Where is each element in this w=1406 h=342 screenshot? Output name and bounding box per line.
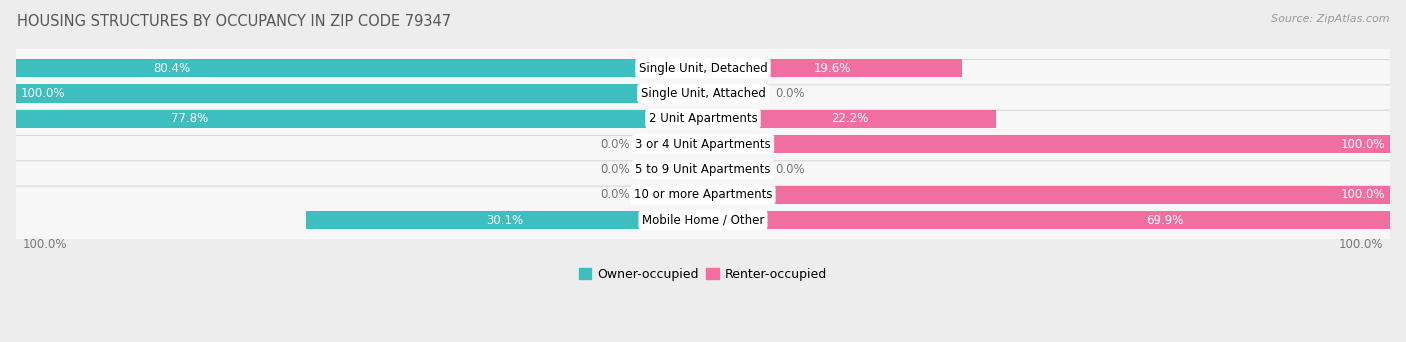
Text: 30.1%: 30.1% xyxy=(485,213,523,226)
Bar xyxy=(650,160,703,179)
Bar xyxy=(703,110,997,128)
Text: 19.6%: 19.6% xyxy=(814,62,851,75)
Text: 100.0%: 100.0% xyxy=(1339,238,1384,251)
Text: 100.0%: 100.0% xyxy=(1341,188,1385,201)
Text: 0.0%: 0.0% xyxy=(600,163,630,176)
Text: 69.9%: 69.9% xyxy=(1146,213,1184,226)
Bar xyxy=(703,211,1406,229)
Text: 22.2%: 22.2% xyxy=(831,112,869,125)
FancyBboxPatch shape xyxy=(6,60,1400,128)
Text: 100.0%: 100.0% xyxy=(1341,137,1385,150)
Bar xyxy=(703,186,1406,204)
Text: 0.0%: 0.0% xyxy=(776,87,806,100)
Bar xyxy=(703,59,962,77)
FancyBboxPatch shape xyxy=(6,135,1400,203)
Text: 0.0%: 0.0% xyxy=(776,163,806,176)
FancyBboxPatch shape xyxy=(6,186,1400,254)
FancyBboxPatch shape xyxy=(6,110,1400,178)
Text: HOUSING STRUCTURES BY OCCUPANCY IN ZIP CODE 79347: HOUSING STRUCTURES BY OCCUPANCY IN ZIP C… xyxy=(17,14,451,29)
Bar xyxy=(703,84,756,103)
Text: 80.4%: 80.4% xyxy=(153,62,191,75)
Text: 0.0%: 0.0% xyxy=(600,188,630,201)
FancyBboxPatch shape xyxy=(6,85,1400,153)
Text: 0.0%: 0.0% xyxy=(600,137,630,150)
Text: 2 Unit Apartments: 2 Unit Apartments xyxy=(648,112,758,125)
Text: 100.0%: 100.0% xyxy=(21,87,65,100)
Text: 10 or more Apartments: 10 or more Apartments xyxy=(634,188,772,201)
FancyBboxPatch shape xyxy=(6,34,1400,102)
Text: 3 or 4 Unit Apartments: 3 or 4 Unit Apartments xyxy=(636,137,770,150)
Bar xyxy=(305,211,703,229)
Bar xyxy=(703,160,756,179)
Bar xyxy=(0,110,703,128)
Legend: Owner-occupied, Renter-occupied: Owner-occupied, Renter-occupied xyxy=(574,263,832,286)
Text: Source: ZipAtlas.com: Source: ZipAtlas.com xyxy=(1271,14,1389,24)
Bar xyxy=(0,59,703,77)
Text: Single Unit, Detached: Single Unit, Detached xyxy=(638,62,768,75)
Text: Single Unit, Attached: Single Unit, Attached xyxy=(641,87,765,100)
Text: 100.0%: 100.0% xyxy=(22,238,67,251)
FancyBboxPatch shape xyxy=(6,161,1400,228)
Bar xyxy=(650,186,703,204)
Text: 77.8%: 77.8% xyxy=(170,112,208,125)
Bar xyxy=(703,135,1406,153)
Bar xyxy=(650,135,703,153)
Text: 5 to 9 Unit Apartments: 5 to 9 Unit Apartments xyxy=(636,163,770,176)
Text: Mobile Home / Other: Mobile Home / Other xyxy=(641,213,765,226)
Bar xyxy=(0,84,703,103)
